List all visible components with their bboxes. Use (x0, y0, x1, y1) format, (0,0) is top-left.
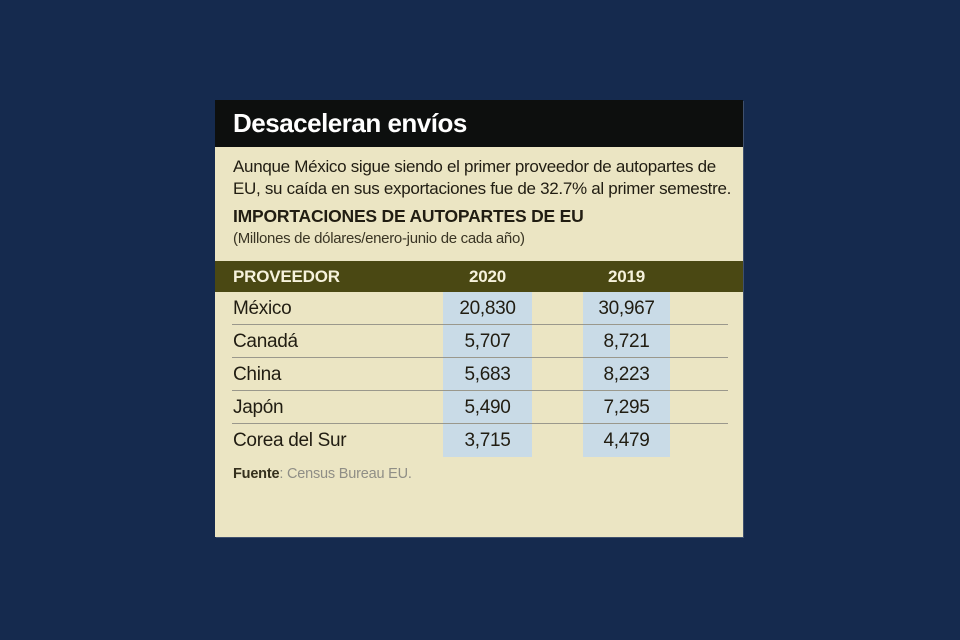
intro-paragraph: Aunque México sigue siendo el primer pro… (233, 157, 732, 198)
table-row-mexico: México 20,830 30,967 (215, 292, 743, 325)
cell-2019: 30,967 (598, 297, 655, 319)
infographic-card: Desaceleran envíos Aunque México sigue s… (215, 100, 743, 537)
source-line: Fuente: Census Bureau EU. (233, 466, 725, 482)
intro-block: Aunque México sigue siendo el primer pro… (215, 147, 743, 249)
table-row-china: China 5,683 8,223 (215, 358, 743, 391)
table-row-canada: Canadá 5,707 8,721 (215, 325, 743, 358)
column-header-2020: 2020 (468, 266, 507, 286)
cell-2019: 8,223 (603, 363, 650, 385)
card-title: Desaceleran envíos (233, 108, 467, 138)
table-row-corea-del-sur: Corea del Sur 3,715 4,479 (215, 424, 743, 457)
source-label: Fuente (233, 466, 280, 482)
cell-2020: 20,830 (459, 297, 516, 319)
cell-2020: 5,490 (464, 396, 511, 418)
cell-proveedor: Canadá (233, 330, 298, 352)
cell-proveedor: Corea del Sur (233, 429, 347, 451)
table-row-japon: Japón 5,490 7,295 (215, 391, 743, 424)
cell-proveedor: México (233, 297, 292, 319)
cell-2020: 5,707 (464, 330, 511, 352)
cell-2020: 5,683 (464, 363, 511, 385)
cell-2020: 3,715 (464, 429, 511, 451)
highlight-band-2019 (583, 292, 670, 457)
source-text: : Census Bureau EU. (279, 466, 412, 482)
card-body: Aunque México sigue siendo el primer pro… (215, 147, 743, 482)
column-header-proveedor: PROVEEDOR (233, 266, 340, 286)
cell-2019: 8,721 (603, 330, 650, 352)
table-header-row: PROVEEDOR 2020 2019 (215, 261, 743, 292)
table-body: México 20,830 30,967 Canadá 5,707 8,721 … (215, 292, 743, 457)
card-header: Desaceleran envíos (215, 100, 743, 147)
cell-2019: 4,479 (603, 429, 650, 451)
cell-proveedor: China (233, 363, 282, 385)
cell-2019: 7,295 (603, 396, 650, 418)
column-header-2019: 2019 (607, 266, 646, 286)
cell-proveedor: Japón (233, 396, 284, 418)
highlight-band-2020 (443, 292, 532, 457)
table-subtitle: (Millones de dólares/enero-junio de cada… (233, 230, 525, 247)
table-title: IMPORTACIONES DE AUTOPARTES DE EU (233, 206, 584, 226)
